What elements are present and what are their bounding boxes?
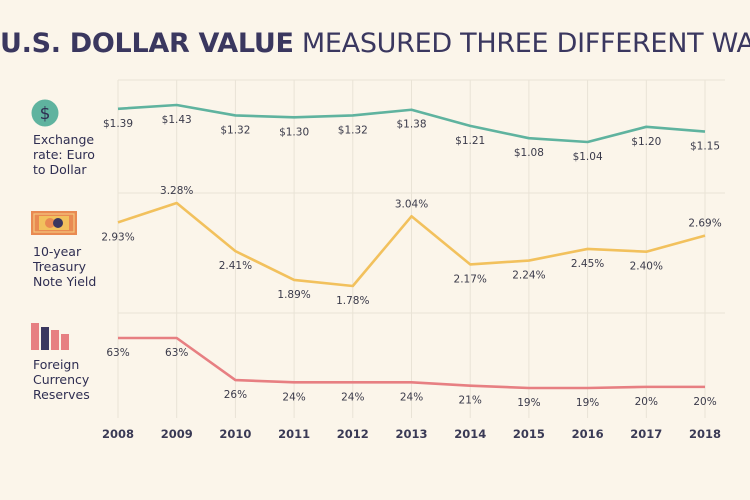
data-label: $1.08 (514, 147, 544, 159)
foreign-reserves-label: Foreign Currency Reserves (33, 357, 90, 402)
data-label: $1.21 (455, 135, 485, 147)
data-label: $1.15 (690, 141, 720, 153)
data-label: 2.45% (571, 258, 604, 270)
x-tick-label: 2011 (278, 427, 310, 441)
data-label: $1.39 (103, 118, 133, 130)
x-tick-label: 2012 (337, 427, 369, 441)
data-label: 24% (341, 391, 364, 403)
data-label: 2.40% (630, 261, 663, 273)
data-label: 19% (576, 397, 599, 409)
data-label: $1.04 (573, 151, 603, 163)
chart-title-bold: U.S. DOLLAR VALUE (0, 28, 294, 59)
data-label: 63% (106, 347, 129, 359)
chart-title: U.S. DOLLAR VALUE MEASURED THREE DIFFERE… (0, 28, 750, 59)
data-label: 24% (400, 391, 423, 403)
data-label: $1.32 (220, 124, 250, 136)
data-label: 2.17% (454, 273, 487, 285)
x-tick-label: 2018 (689, 427, 721, 441)
data-label: 19% (517, 397, 540, 409)
chart-title-regular: MEASURED THREE DIFFERENT WAYS (301, 28, 750, 59)
x-tick-label: 2008 (102, 427, 134, 441)
x-tick-label: 2010 (219, 427, 251, 441)
data-label: 1.78% (336, 295, 369, 307)
dollar-coin-icon: $ (31, 99, 59, 127)
x-tick-label: 2009 (161, 427, 193, 441)
data-label: $1.32 (338, 124, 368, 136)
data-label: $1.43 (162, 114, 192, 126)
data-label: $1.38 (396, 119, 426, 131)
bar-chart-icon (31, 323, 69, 350)
data-label: 3.04% (395, 198, 428, 210)
series-line (117, 201, 706, 288)
data-label: $1.30 (279, 126, 309, 138)
data-label: $1.20 (631, 136, 661, 148)
data-label: 1.89% (277, 289, 310, 301)
svg-text:$: $ (40, 104, 51, 124)
x-tick-label: 2016 (572, 427, 604, 441)
banknote-icon (31, 211, 77, 235)
data-label: 63% (165, 347, 188, 359)
data-label: 20% (635, 396, 658, 408)
data-label: 20% (693, 396, 716, 408)
series-line (118, 336, 705, 390)
x-tick-label: 2013 (395, 427, 427, 441)
data-label: 2.69% (688, 218, 721, 230)
series-0: $1.39 $1.43 $1.32 $1.30 $1.32 $1.38 $1.21 $1.08… (103, 103, 720, 163)
x-tick-label: 2014 (454, 427, 486, 441)
treasury-yield-label: 10-year Treasury Note Yield (33, 244, 97, 289)
series-line (117, 103, 706, 144)
x-axis: 2008 2009 2010 2011 2012 2013 2014 2015 2016 2017… (102, 427, 721, 441)
exchange-rate-label: Exchange rate: Euro to Dollar (33, 132, 95, 177)
data-label: 26% (224, 389, 247, 401)
data-label: 2.93% (101, 231, 134, 243)
x-tick-label: 2015 (513, 427, 545, 441)
grid (117, 79, 725, 418)
data-label: 24% (282, 391, 305, 403)
data-label: 3.28% (160, 185, 193, 197)
data-label: 21% (459, 395, 482, 407)
data-label: 2.41% (219, 260, 252, 272)
data-label: 2.24% (512, 270, 545, 282)
series-2: 63% 63% 26% 24% 24% 24% 21% 19% 19% 20% 20% (106, 336, 717, 409)
x-tick-label: 2017 (630, 427, 662, 441)
series-1: 2.93% 3.28% 2.41% 1.89% 1.78% 3.04% 2.17% 2.24%… (101, 185, 721, 307)
